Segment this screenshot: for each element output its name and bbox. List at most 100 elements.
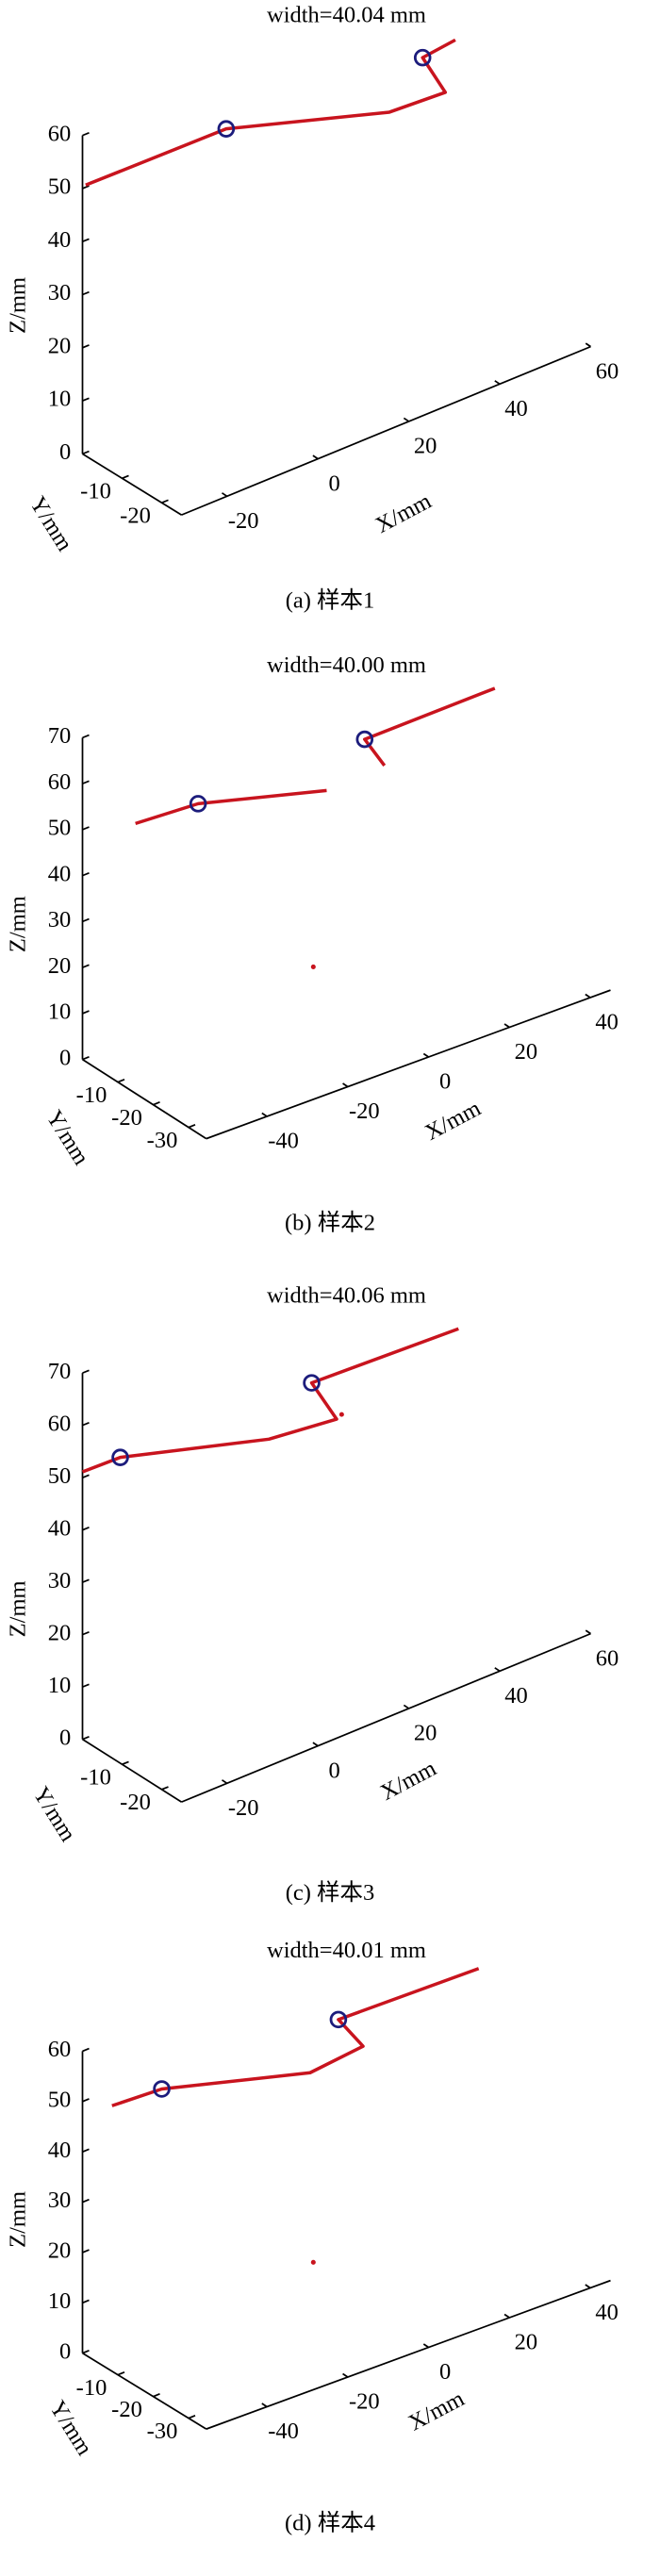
z-tick (82, 1631, 90, 1636)
z-tick (82, 964, 90, 968)
z-tick (82, 290, 90, 296)
x-tick (585, 2284, 591, 2289)
x-tick-label: 40 (504, 396, 528, 421)
z-tick-label: 30 (48, 907, 72, 933)
y-tick (188, 1124, 196, 1129)
y-axis-label: Y/mm (25, 492, 77, 555)
z-tick-label: 0 (59, 439, 71, 465)
z-tick (82, 2249, 90, 2254)
z-tick (82, 2350, 90, 2354)
point-marker (329, 2010, 348, 2029)
z-tick (82, 238, 90, 243)
z-tick-label: 60 (48, 2037, 72, 2062)
x-axis (181, 345, 591, 516)
x-axis (206, 2279, 611, 2430)
z-tick (82, 2098, 90, 2103)
z-tick (82, 1736, 90, 1741)
y-axis (82, 2352, 207, 2430)
z-tick (82, 1474, 90, 1478)
z-tick-label: 20 (48, 1620, 72, 1645)
x-tick (403, 1704, 410, 1709)
y-tick-label: -10 (80, 1765, 111, 1791)
z-tick-label: 10 (48, 1673, 72, 1698)
z-tick (82, 734, 90, 739)
x-tick (585, 993, 591, 999)
x-axis-label: X/mm (376, 1756, 440, 1806)
z-tick-label: 0 (59, 1725, 71, 1750)
y-tick (122, 474, 129, 480)
point-marker (153, 2080, 171, 2098)
z-tick (82, 450, 90, 455)
x-tick-label: -20 (349, 1098, 380, 1124)
caption: (c) 样本3 (286, 1879, 375, 1906)
z-tick-label: 30 (48, 1568, 72, 1593)
x-tick (342, 1082, 349, 1088)
point-marker (111, 1448, 129, 1466)
x-tick-label: 0 (439, 2359, 451, 2385)
caption: (d) 样本4 (285, 2509, 375, 2535)
caption: (a) 样本1 (286, 587, 375, 614)
x-tick-label: -40 (268, 1129, 299, 1154)
x-tick (261, 1112, 268, 1117)
z-tick-label: 10 (48, 999, 72, 1025)
x-tick-label: 40 (504, 1683, 528, 1709)
z-tick (82, 2047, 90, 2053)
x-tick-label: -20 (349, 2389, 380, 2415)
point-marker (189, 795, 207, 813)
z-tick (82, 1683, 90, 1688)
z-tick (82, 1010, 90, 1015)
y-tick-label: -30 (147, 1128, 178, 1153)
x-tick (494, 1667, 501, 1673)
title: width=40.01 mm (267, 1938, 426, 1963)
y-tick-label: -30 (147, 2419, 178, 2444)
x-tick-label: 20 (515, 2330, 538, 2355)
z-tick-label: 20 (48, 953, 72, 979)
x-tick-label: 60 (596, 358, 619, 384)
x-tick-label: 0 (329, 1758, 340, 1783)
y-tick (153, 1101, 160, 1106)
data-dot (310, 2259, 316, 2265)
x-tick (422, 1052, 430, 1058)
y-axis-label: Y/mm (44, 2396, 97, 2459)
point-marker (413, 48, 432, 67)
y-tick (117, 1079, 125, 1083)
y-axis-label: Y/mm (28, 1782, 81, 1845)
y-tick (161, 499, 169, 504)
x-tick (422, 2343, 430, 2349)
z-tick-label: 50 (48, 174, 72, 200)
z-tick-label: 20 (48, 333, 72, 358)
y-axis (82, 1058, 207, 1140)
z-tick-label: 40 (48, 861, 72, 886)
x-tick (585, 1629, 591, 1635)
data-line (85, 38, 456, 187)
z-tick (82, 397, 90, 402)
x-tick-label: 20 (515, 1039, 538, 1065)
x-tick (494, 380, 501, 386)
z-tick (82, 1578, 90, 1583)
x-tick-label: -20 (228, 508, 259, 534)
y-tick (188, 2415, 196, 2419)
x-tick-label: 40 (595, 2300, 619, 2325)
y-tick-label: -20 (111, 2397, 142, 2422)
title: width=40.06 mm (267, 1282, 426, 1308)
z-tick-label: 20 (48, 2238, 72, 2264)
z-tick (82, 1369, 90, 1374)
caption: (b) 样本2 (285, 1209, 375, 1235)
z-tick-label: 50 (48, 1463, 72, 1489)
z-tick (82, 185, 90, 190)
point-marker (303, 1374, 321, 1392)
z-tick-label: 60 (48, 1411, 72, 1436)
z-tick (82, 2299, 90, 2304)
x-tick-label: 0 (439, 1069, 451, 1095)
data-dot (310, 964, 316, 969)
y-axis-label: Y/mm (41, 1106, 94, 1169)
x-tick (403, 417, 410, 422)
z-axis-label: Z/mm (6, 896, 31, 952)
x-tick-label: 0 (329, 471, 340, 496)
x-tick (342, 2372, 349, 2378)
z-tick-label: 0 (59, 1045, 71, 1070)
z-tick-label: 40 (48, 227, 72, 253)
x-axis-label: X/mm (404, 2386, 469, 2436)
z-tick-label: 70 (48, 1359, 72, 1384)
